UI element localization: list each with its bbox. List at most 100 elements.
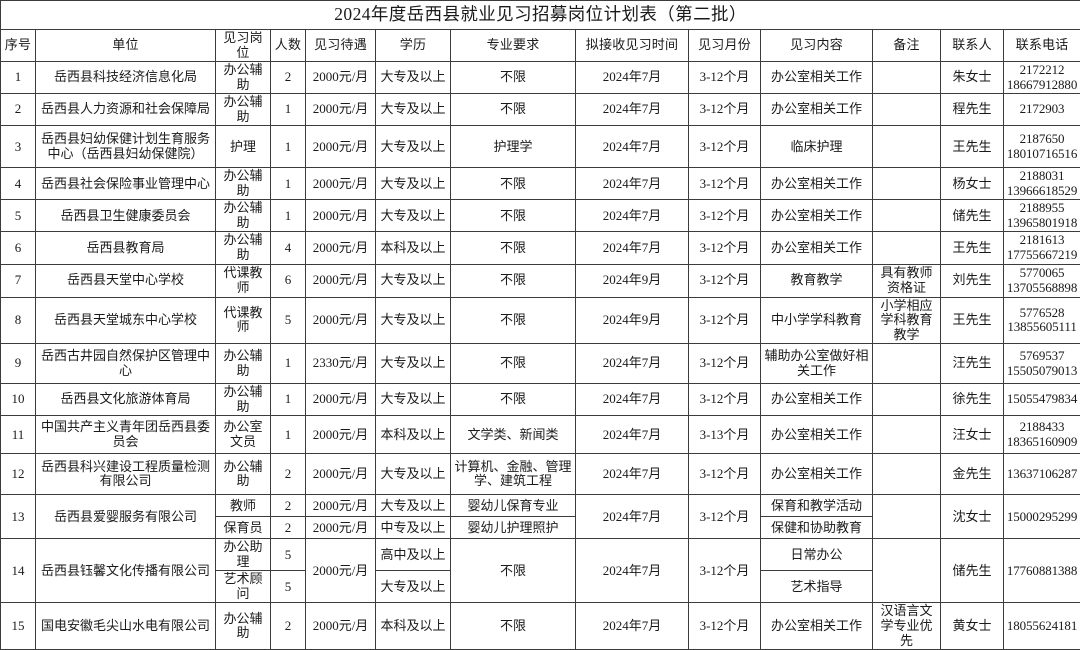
cell-num: 1 xyxy=(271,168,306,200)
cell-tel: 18055624181 xyxy=(1004,603,1080,650)
cell-post: 教师 xyxy=(216,495,271,517)
cell-pay: 2000元/月 xyxy=(306,416,376,454)
cell-num: 2 xyxy=(271,603,306,650)
cell-tel: 5769537 15505079013 xyxy=(1004,344,1080,384)
cell-month: 3-12个月 xyxy=(689,168,761,200)
cell-major: 不限 xyxy=(451,297,576,344)
cell-tel: 2181613 17755667219 xyxy=(1004,232,1080,264)
cell-remark xyxy=(873,344,941,384)
column-header-person: 联系人 xyxy=(941,30,1004,62)
cell-pay: 2000元/月 xyxy=(306,94,376,126)
cell-pay: 2000元/月 xyxy=(306,62,376,94)
table-row: 13 岳西县爱婴服务有限公司 教师 2 2000元/月 大专及以上 婴幼儿保育专… xyxy=(1,495,1080,517)
cell-time: 2024年7月 xyxy=(576,94,689,126)
table-row: 15 国电安徽毛尖山水电有限公司 办公辅助 2 2000元/月 本科及以上 不限… xyxy=(1,603,1080,650)
cell-unit: 岳西古井园自然保护区管理中心 xyxy=(36,344,216,384)
tel-line-1: 17760881388 xyxy=(1006,564,1078,579)
tel-line-1: 2172903 xyxy=(1006,102,1078,117)
cell-remark xyxy=(873,416,941,454)
cell-person: 王先生 xyxy=(941,297,1004,344)
cell-edu: 大专及以上 xyxy=(376,571,451,603)
cell-time: 2024年9月 xyxy=(576,297,689,344)
tel-line-1: 5776528 xyxy=(1006,306,1078,321)
cell-month: 3-12个月 xyxy=(689,94,761,126)
cell-month: 3-12个月 xyxy=(689,384,761,416)
cell-tel: 17760881388 xyxy=(1004,539,1080,603)
cell-post: 办公辅助 xyxy=(216,344,271,384)
cell-unit: 岳西县天堂城东中心学校 xyxy=(36,297,216,344)
column-header-pay: 见习待遇 xyxy=(306,30,376,62)
cell-num: 2 xyxy=(271,495,306,517)
tel-line-1: 2188433 xyxy=(1006,420,1078,435)
cell-edu: 大专及以上 xyxy=(376,94,451,126)
tel-line-2: 13965801918 xyxy=(1006,216,1078,231)
cell-seq: 15 xyxy=(1,603,36,650)
tel-line-1: 15000295299 xyxy=(1006,510,1078,525)
tel-line-2: 13966618529 xyxy=(1006,184,1078,199)
tel-line-2: 18365160909 xyxy=(1006,435,1078,450)
cell-pay: 2000元/月 xyxy=(306,384,376,416)
cell-post: 办公助理 xyxy=(216,539,271,571)
column-header-time: 拟接收见习时间 xyxy=(576,30,689,62)
cell-month: 3-12个月 xyxy=(689,495,761,539)
cell-major: 文学类、新闻类 xyxy=(451,416,576,454)
cell-content: 办公室相关工作 xyxy=(761,416,873,454)
cell-content: 日常办公 xyxy=(761,539,873,571)
tel-line-1: 5769537 xyxy=(1006,349,1078,364)
cell-unit: 岳西县科技经济信息化局 xyxy=(36,62,216,94)
cell-person: 汪先生 xyxy=(941,344,1004,384)
cell-time: 2024年7月 xyxy=(576,495,689,539)
cell-pay: 2000元/月 xyxy=(306,264,376,297)
cell-unit: 岳西县钰馨文化传播有限公司 xyxy=(36,539,216,603)
cell-num: 2 xyxy=(271,62,306,94)
cell-tel: 15000295299 xyxy=(1004,495,1080,539)
cell-post: 保育员 xyxy=(216,517,271,539)
table-row: 2 岳西县人力资源和社会保障局 办公辅助 1 2000元/月 大专及以上 不限 … xyxy=(1,94,1080,126)
cell-post: 艺术顾问 xyxy=(216,571,271,603)
cell-seq: 7 xyxy=(1,264,36,297)
tel-line-2: 18667912880 xyxy=(1006,78,1078,93)
cell-tel: 2172212 18667912880 xyxy=(1004,62,1080,94)
cell-seq: 8 xyxy=(1,297,36,344)
cell-tel: 15055479834 xyxy=(1004,384,1080,416)
cell-seq: 3 xyxy=(1,126,36,168)
cell-month: 3-12个月 xyxy=(689,344,761,384)
cell-seq: 14 xyxy=(1,539,36,603)
cell-content: 办公室相关工作 xyxy=(761,384,873,416)
table-row: 5 岳西县卫生健康委员会 办公辅助 1 2000元/月 大专及以上 不限 202… xyxy=(1,200,1080,232)
cell-edu: 本科及以上 xyxy=(376,603,451,650)
cell-pay: 2000元/月 xyxy=(306,232,376,264)
cell-time: 2024年7月 xyxy=(576,603,689,650)
table-row: 10 岳西县文化旅游体育局 办公辅助 1 2000元/月 大专及以上 不限 20… xyxy=(1,384,1080,416)
cell-time: 2024年7月 xyxy=(576,416,689,454)
tel-line-1: 2188955 xyxy=(1006,201,1078,216)
table-row: 4 岳西县社会保险事业管理中心 办公辅助 1 2000元/月 大专及以上 不限 … xyxy=(1,168,1080,200)
cell-content: 艺术指导 xyxy=(761,571,873,603)
table-row: 8 岳西县天堂城东中心学校 代课教师 5 2000元/月 大专及以上 不限 20… xyxy=(1,297,1080,344)
cell-edu: 本科及以上 xyxy=(376,416,451,454)
cell-pay: 2000元/月 xyxy=(306,200,376,232)
cell-content: 教育教学 xyxy=(761,264,873,297)
cell-time: 2024年7月 xyxy=(576,539,689,603)
cell-edu: 大专及以上 xyxy=(376,384,451,416)
cell-pay: 2000元/月 xyxy=(306,517,376,539)
cell-post: 办公辅助 xyxy=(216,200,271,232)
cell-month: 3-12个月 xyxy=(689,232,761,264)
cell-seq: 2 xyxy=(1,94,36,126)
cell-month: 3-12个月 xyxy=(689,126,761,168)
cell-time: 2024年7月 xyxy=(576,344,689,384)
cell-seq: 10 xyxy=(1,384,36,416)
cell-post: 办公辅助 xyxy=(216,94,271,126)
cell-time: 2024年7月 xyxy=(576,232,689,264)
table-header-row: 序号 单位 见习岗位 人数 见习待遇 学历 专业要求 拟接收见习时间 见习月份 … xyxy=(1,30,1080,62)
cell-major: 不限 xyxy=(451,344,576,384)
tel-line-2: 15505079013 xyxy=(1006,364,1078,379)
cell-num: 2 xyxy=(271,517,306,539)
cell-post: 办公辅助 xyxy=(216,603,271,650)
cell-unit: 岳西县妇幼保健计划生育服务中心（岳西县妇幼保健院） xyxy=(36,126,216,168)
tel-line-2: 17755667219 xyxy=(1006,248,1078,263)
cell-remark: 具有教师资格证 xyxy=(873,264,941,297)
cell-month: 3-12个月 xyxy=(689,297,761,344)
cell-unit: 岳西县文化旅游体育局 xyxy=(36,384,216,416)
